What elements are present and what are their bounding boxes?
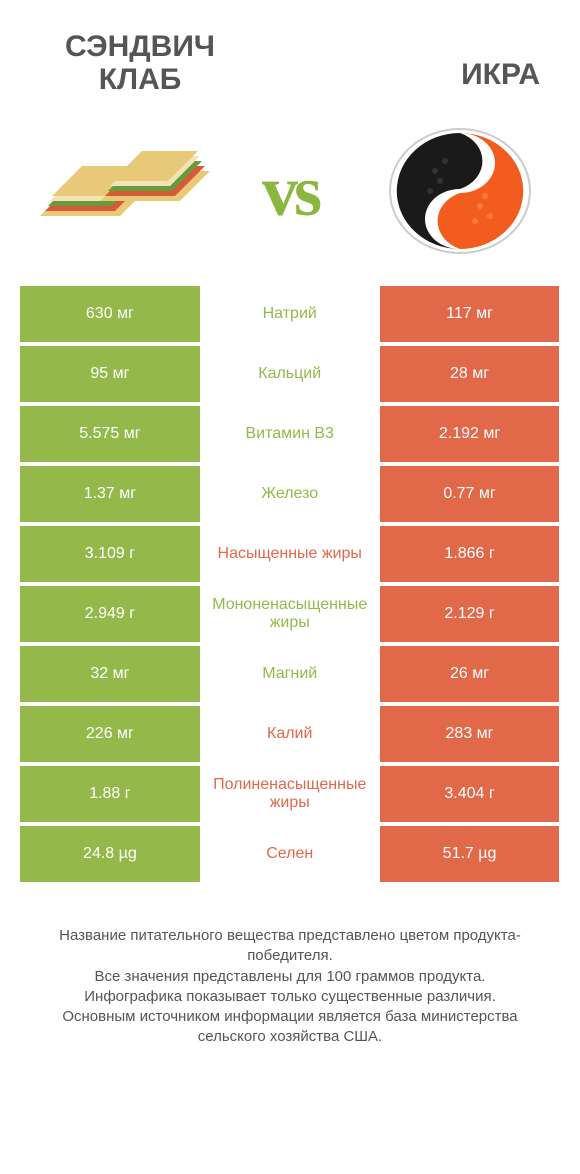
cell-right-value: 51.7 µg (380, 826, 560, 882)
table-row: 1.88 гПолиненасыщенные жиры3.404 г (20, 766, 560, 822)
table-row: 24.8 µgСелен51.7 µg (20, 826, 560, 882)
comparison-table: 630 мгНатрий117 мг95 мгКальций28 мг5.575… (0, 286, 580, 882)
table-row: 226 мгКалий283 мг (20, 706, 560, 762)
product-title-left: СЭНДВИЧ КЛАБ (40, 30, 240, 96)
cell-left-value: 95 мг (20, 346, 200, 402)
table-row: 95 мгКальций28 мг (20, 346, 560, 402)
cell-nutrient-label: Мононенасыщенные жиры (200, 586, 380, 642)
cell-nutrient-label: Кальций (200, 346, 380, 402)
cell-right-value: 28 мг (380, 346, 560, 402)
images-row: vs (0, 106, 580, 286)
cell-right-value: 26 мг (380, 646, 560, 702)
cell-nutrient-label: Магний (200, 646, 380, 702)
footer-line: Все значения представлены для 100 граммо… (30, 967, 550, 987)
cell-right-value: 0.77 мг (380, 466, 560, 522)
cell-left-value: 3.109 г (20, 526, 200, 582)
cell-nutrient-label: Натрий (200, 286, 380, 342)
cell-left-value: 24.8 µg (20, 826, 200, 882)
caviar-icon (370, 126, 550, 256)
cell-left-value: 226 мг (20, 706, 200, 762)
vs-label: vs (262, 150, 318, 233)
cell-right-value: 283 мг (380, 706, 560, 762)
footer-line: Инфографика показывает только существенн… (30, 987, 550, 1007)
cell-right-value: 2.192 мг (380, 406, 560, 462)
cell-left-value: 5.575 мг (20, 406, 200, 462)
table-row: 1.37 мгЖелезо0.77 мг (20, 466, 560, 522)
cell-left-value: 1.88 г (20, 766, 200, 822)
header: СЭНДВИЧ КЛАБ ИКРА (0, 0, 580, 106)
table-row: 3.109 гНасыщенные жиры1.866 г (20, 526, 560, 582)
cell-nutrient-label: Полиненасыщенные жиры (200, 766, 380, 822)
cell-right-value: 117 мг (380, 286, 560, 342)
cell-nutrient-label: Селен (200, 826, 380, 882)
footer-notes: Название питательного вещества представл… (0, 886, 580, 1068)
cell-nutrient-label: Витамин B3 (200, 406, 380, 462)
cell-nutrient-label: Насыщенные жиры (200, 526, 380, 582)
sandwich-icon (30, 126, 210, 256)
cell-right-value: 3.404 г (380, 766, 560, 822)
table-row: 630 мгНатрий117 мг (20, 286, 560, 342)
cell-left-value: 32 мг (20, 646, 200, 702)
cell-right-value: 1.866 г (380, 526, 560, 582)
table-row: 2.949 гМононенасыщенные жиры2.129 г (20, 586, 560, 642)
cell-nutrient-label: Железо (200, 466, 380, 522)
cell-left-value: 2.949 г (20, 586, 200, 642)
cell-right-value: 2.129 г (380, 586, 560, 642)
table-row: 5.575 мгВитамин B32.192 мг (20, 406, 560, 462)
cell-nutrient-label: Калий (200, 706, 380, 762)
product-title-right: ИКРА (340, 30, 540, 91)
cell-left-value: 1.37 мг (20, 466, 200, 522)
footer-line: Основным источником информации является … (30, 1007, 550, 1048)
table-row: 32 мгМагний26 мг (20, 646, 560, 702)
cell-left-value: 630 мг (20, 286, 200, 342)
footer-line: Название питательного вещества представл… (30, 926, 550, 967)
